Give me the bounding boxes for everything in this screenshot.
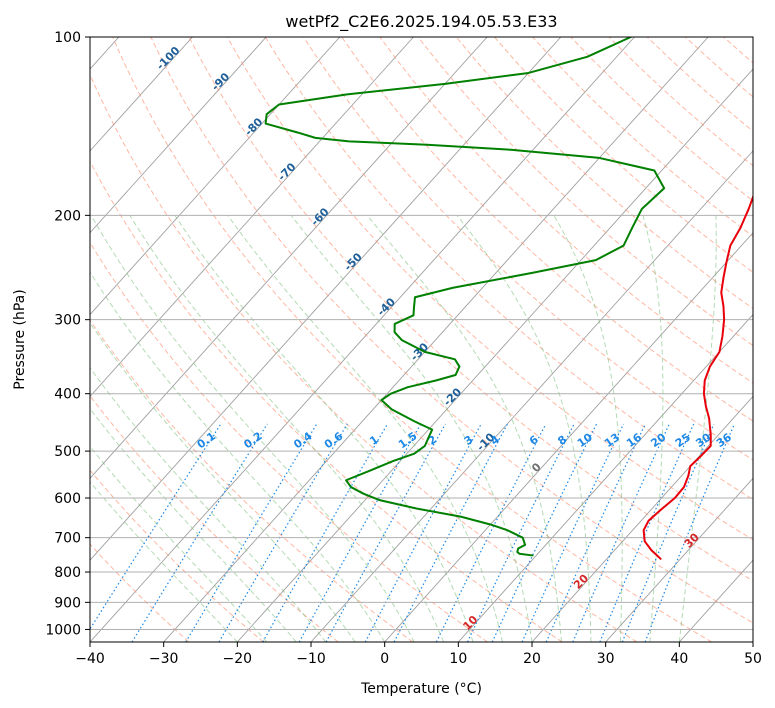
isotherm-line <box>752 641 753 642</box>
mixing-ratio-line <box>90 423 222 631</box>
moist-adiabat <box>553 215 623 642</box>
profile-lines <box>264 37 753 560</box>
isotherm-line <box>531 395 753 642</box>
isotherm-line <box>90 37 193 152</box>
y-tick-label: 900 <box>54 595 81 611</box>
dry-adiabat <box>417 37 753 347</box>
x-axis-ticks: −40 −30 −20 −10 0 10 20 30 40 50 <box>75 642 762 667</box>
moist-adiabat <box>90 481 238 642</box>
isotherm-line <box>90 37 267 234</box>
chart-title: wetPf2_C2E6.2025.194.05.53.E33 <box>285 12 557 32</box>
dry-adiabat <box>90 469 264 642</box>
temperature-profile-line <box>642 194 753 560</box>
y-tick-label: 700 <box>54 531 81 547</box>
y-axis-ticks: 100 200 300 400 500 600 700 800 900 1000 <box>45 30 90 638</box>
y-tick-label: 600 <box>54 491 81 507</box>
mixing-ratio-line <box>491 423 598 642</box>
isotherm-line <box>90 37 488 479</box>
moist-adiabat <box>90 215 415 642</box>
x-axis-label: Temperature (°C) <box>360 681 482 697</box>
isotherm-line <box>384 232 753 642</box>
mixing-ratio-line <box>298 423 422 642</box>
mixing-ratio-line <box>185 423 318 642</box>
dry-adiabat <box>303 37 753 461</box>
isotherm-line <box>236 68 753 642</box>
plot-frame <box>89 36 754 643</box>
isotherm-line <box>90 37 635 642</box>
dewpoint-profile-line <box>264 37 666 557</box>
moist-adiabat <box>366 215 562 642</box>
x-tick-label: −30 <box>149 651 179 667</box>
mixing-ratio-line <box>466 423 575 642</box>
moist-adiabat <box>290 215 533 642</box>
dry-adiabat <box>226 37 753 541</box>
y-tick-label: 200 <box>54 208 81 224</box>
dry-adiabat <box>112 37 712 642</box>
x-tick-label: 10 <box>449 651 467 667</box>
x-tick-label: 50 <box>744 651 762 667</box>
mixing-ratio-line <box>435 423 547 642</box>
y-tick-label: 400 <box>54 387 81 403</box>
pressure-gridlines <box>90 37 753 630</box>
mixing-ratio-line <box>218 423 348 642</box>
background-lines <box>90 37 775 642</box>
dry-adiabat <box>90 241 488 642</box>
y-tick-label: 1000 <box>45 622 81 638</box>
isotherm-line <box>163 37 709 642</box>
x-tick-label: 40 <box>670 651 688 667</box>
mixing-ratio-line <box>393 423 508 642</box>
moist-adiabat <box>90 445 268 642</box>
moist-adiabat <box>90 271 386 642</box>
dry-adiabat <box>90 73 638 642</box>
x-tick-label: −10 <box>296 651 326 667</box>
dry-adiabat <box>341 37 753 422</box>
x-tick-label: 20 <box>523 651 541 667</box>
x-tick-label: 0 <box>380 651 389 667</box>
moist-adiabat <box>90 407 297 642</box>
mixing-ratio-line <box>599 423 695 642</box>
moist-adiabat <box>174 215 474 642</box>
x-tick-label: −20 <box>223 651 253 667</box>
mixing-ratio-line <box>521 423 625 642</box>
dry-adiabat <box>762 37 775 642</box>
y-tick-label: 100 <box>54 30 81 46</box>
moist-adiabat <box>678 215 717 642</box>
moist-adiabat <box>90 367 327 642</box>
isotherm-line <box>457 313 753 642</box>
mixing-ratio-line <box>262 423 388 642</box>
isotherm-line <box>310 150 753 642</box>
mixing-ratio-line <box>325 423 446 642</box>
moist-adiabat <box>642 215 664 642</box>
mixing-ratio-line <box>644 423 735 642</box>
y-tick-label: 800 <box>54 565 81 581</box>
moist-adiabat <box>129 215 445 642</box>
dry-adiabat <box>188 37 753 582</box>
mixing-ratio-line <box>545 423 646 642</box>
y-tick-label: 300 <box>54 313 81 329</box>
x-tick-label: −40 <box>75 651 105 667</box>
y-tick-label: 500 <box>54 444 81 460</box>
mixing-ratio-line <box>364 423 482 642</box>
dry-adiabat <box>150 37 753 624</box>
isotherm-line <box>90 37 562 561</box>
dry-adiabat <box>264 37 753 501</box>
dry-adiabat <box>90 160 563 642</box>
moist-adiabat <box>90 322 356 642</box>
x-tick-label: 30 <box>597 651 615 667</box>
isotherm-line <box>605 477 753 642</box>
y-axis-label: Pressure (hPa) <box>12 289 28 389</box>
